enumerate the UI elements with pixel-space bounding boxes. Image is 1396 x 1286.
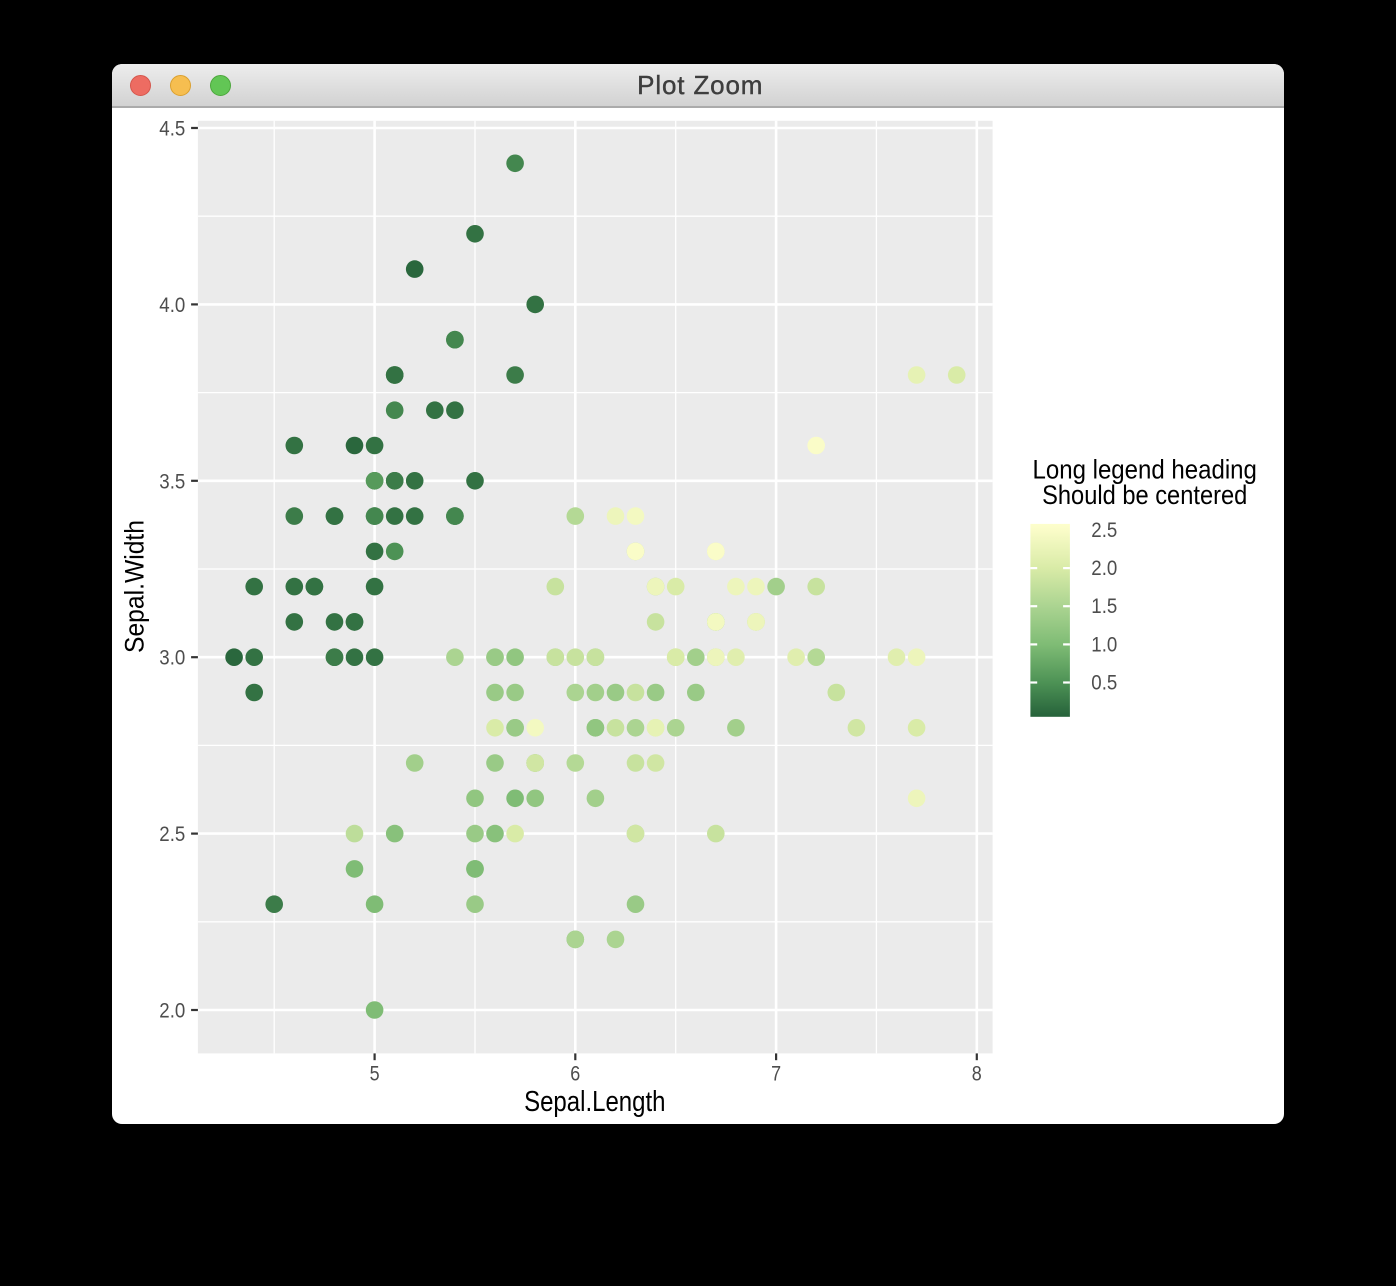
svg-text:2.0: 2.0 [159, 998, 185, 1022]
svg-text:2.0: 2.0 [1091, 556, 1117, 580]
svg-text:5: 5 [370, 1061, 380, 1085]
svg-text:2.5: 2.5 [1091, 518, 1117, 542]
svg-text:1.0: 1.0 [1091, 632, 1117, 656]
svg-text:4.0: 4.0 [159, 292, 185, 316]
svg-text:3.0: 3.0 [159, 645, 185, 669]
svg-text:Sepal.Width: Sepal.Width [120, 520, 150, 653]
svg-text:Sepal.Length: Sepal.Length [524, 1084, 665, 1116]
svg-text:2.5: 2.5 [159, 822, 185, 846]
svg-text:4.5: 4.5 [159, 116, 185, 140]
svg-text:0.5: 0.5 [1091, 670, 1117, 694]
svg-text:6: 6 [570, 1061, 580, 1085]
svg-text:Long legend heading: Long legend heading [1033, 454, 1257, 484]
svg-text:7: 7 [771, 1061, 781, 1085]
svg-text:1.5: 1.5 [1091, 594, 1117, 618]
svg-text:Should be centered: Should be centered [1042, 479, 1247, 509]
svg-text:3.5: 3.5 [159, 469, 185, 493]
svg-text:8: 8 [972, 1061, 982, 1085]
